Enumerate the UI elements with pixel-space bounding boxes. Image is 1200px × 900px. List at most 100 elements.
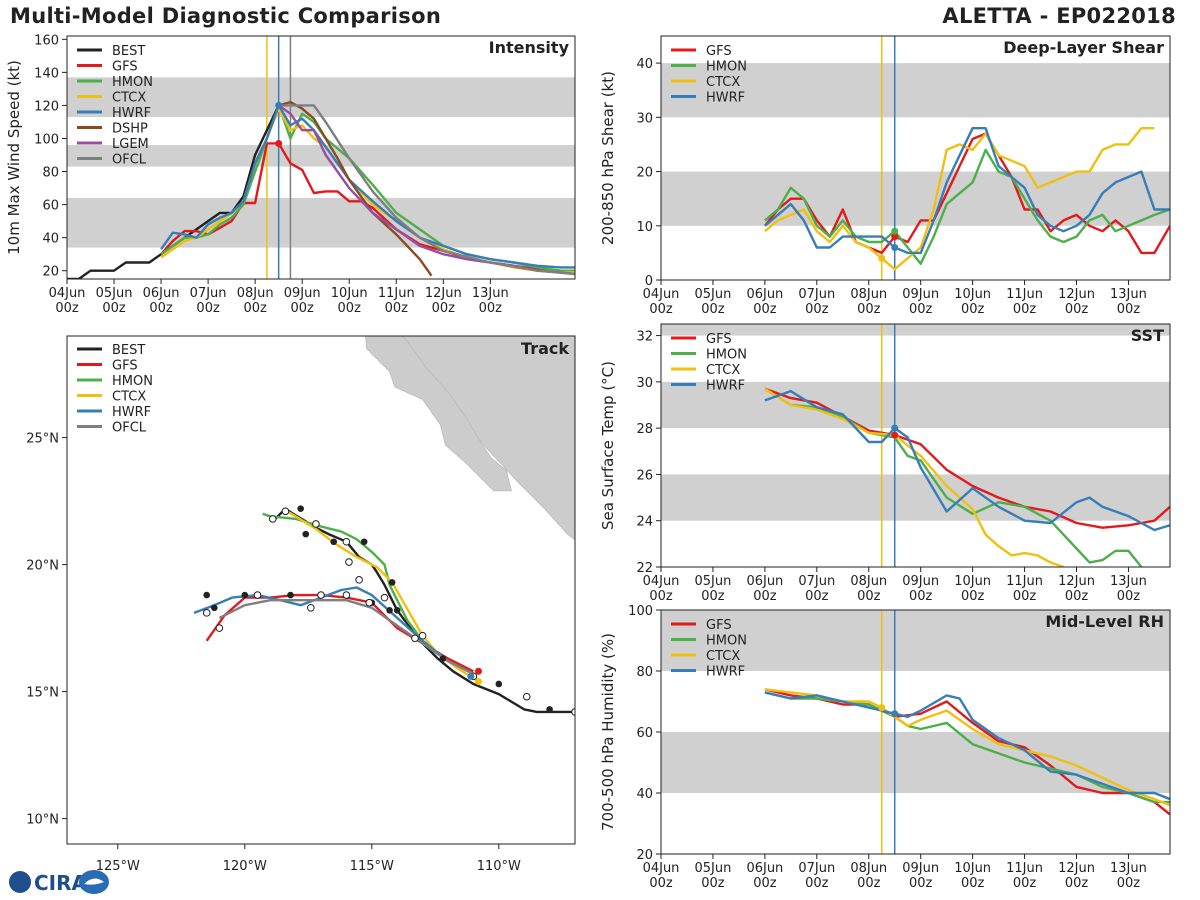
shear-xtick-day: 04Jun [643,287,680,302]
intensity-xtick-day: 04Jun [49,286,86,301]
rh-series-gfs [764,688,1170,816]
shear-series-group [763,126,1170,271]
track-position-open [253,591,262,599]
intensity-legend-label: DSHP [112,122,148,137]
intensity-xtick-day: 08Jun [237,286,274,301]
shear-xtick-hour: 00z [1117,302,1141,317]
rh-xtick-day: 11Jun [1006,861,1043,876]
sst-xtick-hour: 00z [701,589,725,604]
rh-xtick-day: 10Jun [954,861,991,876]
intensity-xtick-day: 09Jun [284,286,321,301]
shear-series-hwrf [764,126,1170,255]
shear-xtick-day: 05Jun [695,287,732,302]
intensity-xtick-day: 10Jun [331,286,368,301]
sst-frame [660,323,1171,568]
sst-xtick-day: 05Jun [695,574,732,589]
sst-xtick-day: 08Jun [850,574,887,589]
shear-xtick-hour: 00z [701,302,725,317]
shear-legend-label: HWRF [706,91,745,106]
intensity-shading-band [67,198,575,248]
rh-marker-hwrf [891,710,899,718]
intensity-legend-label: LGEM [112,137,149,152]
cira-logo: CIRA [9,870,109,895]
shear-legend-label: HMON [706,60,747,75]
intensity-series-ofcl [278,104,575,276]
track-position-open [380,593,389,602]
sst-ytick-label: 32 [636,330,653,345]
track-panel: 125°W 120°W 115°W 110°W 10°N 15°N 20°N 25°N Trac… [26,335,576,874]
shear-xtick-hour: 00z [1013,302,1037,317]
rh-ytick-label: 40 [636,787,653,802]
intensity-title: Intensity [489,38,570,57]
shear-xtick-hour: 00z [961,302,985,317]
shear-frame [660,35,1171,281]
track-position-open [307,603,315,612]
sst-legend-label: GFS [706,332,732,347]
shear-marker-hwrf [891,243,899,251]
sst-xtick-day: 11Jun [1006,574,1043,589]
intensity-xtick-day: 07Jun [190,286,227,301]
track-position-filled [297,505,304,513]
rh-xtick-day: 05Jun [695,861,732,876]
track-position-filled [495,680,503,688]
shear-shading-band [661,63,1170,118]
rh-ytick-label: 60 [636,726,653,741]
intensity-xtick-hour: 00z [338,301,362,316]
track-ytick-label: 25°N [26,432,59,447]
shear-ytick-label: 0 [645,274,653,289]
sst-series-hmon [764,387,1143,567]
track-position-filled [388,579,396,586]
shear-marker-gfs [891,233,899,241]
shear-ytick-label: 40 [636,57,653,72]
track-ytick-label: 10°N [26,813,59,828]
sst-xtick-hour: 00z [805,589,829,604]
sst-marker-hwrf [891,424,899,432]
shear-xtick-hour: 00z [909,302,933,317]
shear-series-ctcx [764,126,1155,271]
rh-xtick-day: 12Jun [1058,861,1095,876]
rh-xtick-hour: 00z [1065,876,1089,891]
track-legend-label: OFCL [112,421,147,436]
track-title: Track [521,339,569,358]
track-legend-label: BEST [112,343,145,358]
track-final-gfs [474,667,482,675]
intensity-legend-label: OFCL [112,153,147,168]
track-ytick-label: 15°N [26,686,59,701]
intensity-xtick-hour: 00z [385,301,409,316]
rh-xtick-day: 07Jun [798,861,835,876]
shear-xtick-day: 10Jun [954,287,991,302]
page-title: Multi-Model Diagnostic Comparison [10,4,442,28]
shear-xtick-hour: 00z [805,302,829,317]
track-position-open [418,631,427,640]
rh-legend-label: GFS [706,618,732,633]
intensity-xtick-day: 06Jun [143,286,180,301]
logo-globe-icon [9,871,31,893]
sst-series-hwrf [764,389,1170,532]
track-legend-label: CTCX [112,390,146,405]
sst-xtick-day: 12Jun [1058,574,1095,589]
intensity-ytick-label: 120 [34,99,59,114]
rh-legend-label: HWRF [706,665,745,680]
track-series-best [274,507,575,714]
track-position-open [345,558,353,566]
sst-xtick-hour: 00z [909,589,933,604]
rh-ytick-label: 100 [628,604,653,619]
intensity-series-hwrf [160,104,575,269]
rh-xtick-day: 13Jun [1110,861,1147,876]
rh-panel: 2040608010004Jun00z05Jun00z06Jun00z07Jun… [599,604,1171,891]
rh-series-hwrf [764,691,1170,801]
track-position-open [522,692,531,701]
rh-legend-label: CTCX [706,649,740,664]
rh-xtick-hour: 00z [1117,876,1141,891]
rh-xtick-day: 08Jun [850,861,887,876]
rh-xtick-hour: 00z [857,876,881,891]
sst-xtick-day: 09Jun [902,574,939,589]
intensity-xtick-day: 11Jun [378,286,415,301]
intensity-marker-gfs [275,139,283,147]
track-position-filled [386,607,393,614]
sst-xtick-day: 13Jun [1110,574,1147,589]
intensity-legend-label: GFS [112,60,138,75]
intensity-xtick-hour: 00z [290,301,314,316]
sst-xtick-hour: 00z [1013,589,1037,604]
